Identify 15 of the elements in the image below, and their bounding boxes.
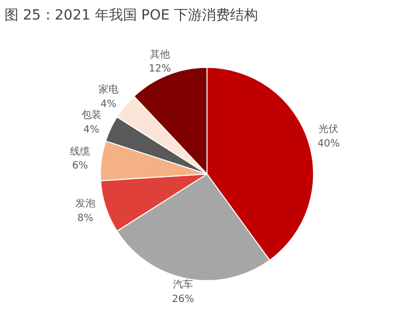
slice-label: 包装 xyxy=(81,109,102,122)
slice-label: 家电 xyxy=(98,84,118,96)
slice-label: 线缆 xyxy=(70,145,90,158)
chart-title: 图 25：2021 年我国 POE 下游消费结构 xyxy=(4,8,258,24)
data-label: 4% xyxy=(83,124,100,136)
data-label: 8% xyxy=(77,212,94,224)
slice-label: 其他 xyxy=(150,48,170,60)
slice-label: 光伏 xyxy=(318,123,339,136)
data-label: 26% xyxy=(172,294,194,305)
slice-label: 汽车 xyxy=(173,278,194,291)
data-label: 6% xyxy=(72,160,88,172)
data-label: 12% xyxy=(148,64,172,75)
data-label: 4% xyxy=(100,98,116,110)
slice-label: 发泡 xyxy=(75,198,96,210)
data-label: 40% xyxy=(318,138,340,150)
